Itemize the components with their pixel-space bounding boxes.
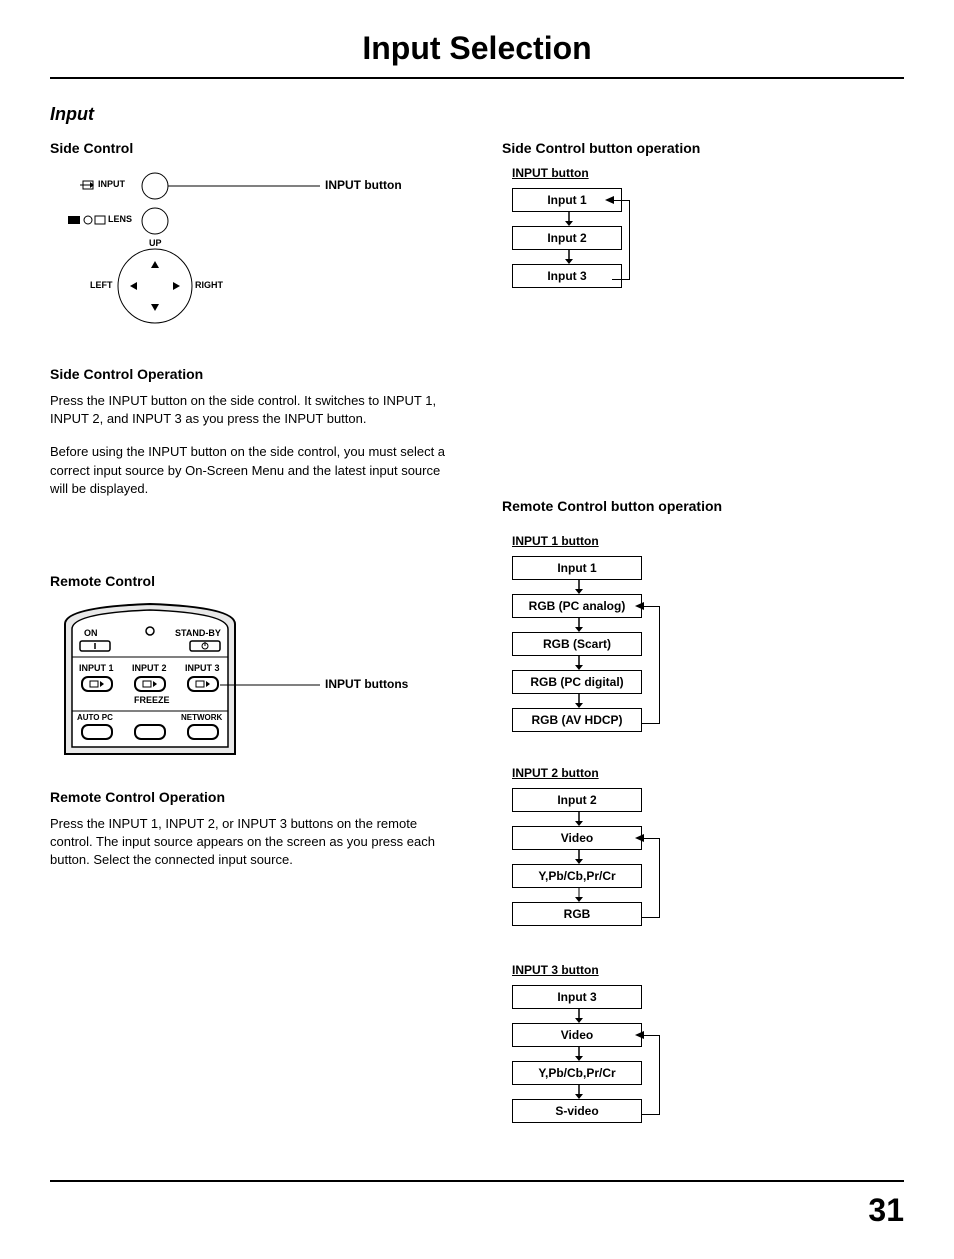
remote-control-diagram: ON STAND-BY INPUT 1 INPUT 2 INPUT 3 FREE… bbox=[50, 599, 452, 769]
page-title: Input Selection bbox=[50, 30, 904, 79]
input1-flow: Input 1 RGB (PC analog) RGB (Scart) RGB … bbox=[502, 556, 904, 741]
flow-box: RGB (AV HDCP) bbox=[512, 708, 642, 732]
input-button-flow: Input 1 Input 2 Input 3 bbox=[502, 188, 904, 293]
flow-box: RGB (PC analog) bbox=[512, 594, 642, 618]
right-label: RIGHT bbox=[195, 280, 223, 290]
remote-control-heading: Remote Control bbox=[50, 573, 452, 589]
input-label: INPUT bbox=[98, 179, 125, 189]
flow-box: Input 2 bbox=[512, 788, 642, 812]
right-column: Side Control button operation INPUT butt… bbox=[482, 140, 904, 1160]
remote-control-button-op-heading: Remote Control button operation bbox=[502, 498, 904, 514]
side-control-op-heading: Side Control Operation bbox=[50, 366, 452, 382]
input1-button-underline: INPUT 1 button bbox=[512, 534, 904, 548]
side-control-diagram: INPUT LENS UP LEFT RIGHT INPUT button bbox=[50, 166, 452, 346]
flow-box: Input 1 bbox=[512, 556, 642, 580]
flow-box: RGB bbox=[512, 902, 642, 926]
flow-box: Y,Pb/Cb,Pr/Cr bbox=[512, 864, 642, 888]
flow-box: Input 3 bbox=[512, 264, 622, 288]
input2-button-underline: INPUT 2 button bbox=[512, 766, 904, 780]
side-control-button-op-heading: Side Control button operation bbox=[502, 140, 904, 156]
input3-flow: Input 3 Video Y,Pb/Cb,Pr/Cr S-video bbox=[502, 985, 904, 1135]
input2-label: INPUT 2 bbox=[132, 663, 167, 673]
lens-label: LENS bbox=[108, 214, 132, 224]
freeze-label: FREEZE bbox=[134, 695, 170, 705]
on-label: ON bbox=[84, 628, 98, 638]
network-label: NETWORK bbox=[181, 713, 222, 722]
side-control-heading: Side Control bbox=[50, 140, 452, 156]
input3-button-underline: INPUT 3 button bbox=[512, 963, 904, 977]
flow-box: Y,Pb/Cb,Pr/Cr bbox=[512, 1061, 642, 1085]
autopc-label: AUTO PC bbox=[77, 713, 113, 722]
input3-label: INPUT 3 bbox=[185, 663, 220, 673]
section-title: Input bbox=[50, 104, 904, 125]
input-buttons-callout: INPUT buttons bbox=[325, 677, 408, 691]
up-label: UP bbox=[149, 238, 162, 248]
flow-box: S-video bbox=[512, 1099, 642, 1123]
page-number: 31 bbox=[50, 1180, 904, 1229]
input-button-callout: INPUT button bbox=[325, 178, 402, 192]
left-label: LEFT bbox=[90, 280, 113, 290]
flow-box: Input 2 bbox=[512, 226, 622, 250]
input2-flow: Input 2 Video Y,Pb/Cb,Pr/Cr RGB bbox=[502, 788, 904, 938]
side-control-p1: Press the INPUT button on the side contr… bbox=[50, 392, 452, 428]
input-button-underline: INPUT button bbox=[512, 166, 904, 180]
flow-box: RGB (Scart) bbox=[512, 632, 642, 656]
flow-box: Video bbox=[512, 1023, 642, 1047]
side-control-p2: Before using the INPUT button on the sid… bbox=[50, 443, 452, 498]
left-column: Side Control INPUT LENS UP LEFT RIGHT IN… bbox=[50, 140, 452, 1160]
remote-control-op-heading: Remote Control Operation bbox=[50, 789, 452, 805]
input1-label: INPUT 1 bbox=[79, 663, 114, 673]
flow-box: Video bbox=[512, 826, 642, 850]
flow-box: RGB (PC digital) bbox=[512, 670, 642, 694]
remote-control-p1: Press the INPUT 1, INPUT 2, or INPUT 3 b… bbox=[50, 815, 452, 870]
flow-box: Input 3 bbox=[512, 985, 642, 1009]
standby-label: STAND-BY bbox=[175, 628, 221, 638]
